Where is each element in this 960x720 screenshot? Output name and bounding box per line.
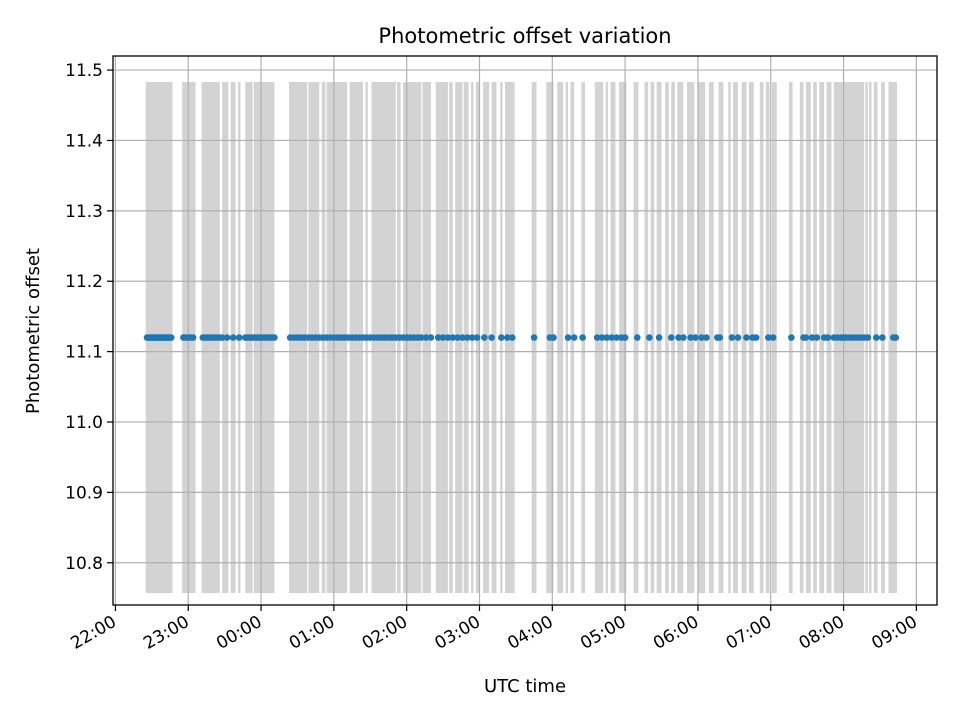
- data-point: [808, 334, 816, 341]
- data-point: [218, 334, 226, 341]
- x-tick-label: 22:00: [67, 612, 119, 654]
- data-point: [235, 334, 243, 341]
- data-point: [498, 334, 505, 341]
- data-point: [633, 334, 641, 341]
- x-tick-label: 00:00: [213, 612, 265, 654]
- chart-title: Photometric offset variation: [378, 24, 671, 48]
- data-point: [444, 334, 452, 341]
- exposure-band: [665, 82, 669, 594]
- data-point: [449, 334, 457, 341]
- data-point: [564, 334, 572, 341]
- data-point: [765, 334, 772, 341]
- exposure-band: [708, 82, 714, 594]
- y-tick-label: 11.1: [65, 343, 103, 363]
- data-point: [473, 334, 481, 341]
- x-tick-label: 02:00: [359, 612, 411, 654]
- data-points: [143, 334, 900, 341]
- y-axis-ticks: 10.8 10.9 11.0 11.1 11.2 11.3 11.4 11.5: [65, 61, 113, 574]
- data-point: [608, 334, 616, 341]
- x-tick-label: 09:00: [868, 612, 920, 654]
- data-point: [427, 334, 435, 341]
- y-tick-label: 11.2: [65, 272, 103, 292]
- y-tick-label: 11.4: [65, 131, 103, 151]
- data-point: [687, 334, 694, 341]
- data-point: [579, 334, 586, 341]
- data-point: [481, 334, 488, 341]
- data-point: [788, 334, 795, 341]
- data-point: [667, 334, 675, 341]
- data-point: [468, 334, 476, 341]
- data-point: [434, 334, 442, 341]
- x-axis-ticks: 22:00 23:00 00:00 01:00 02:00 03:00 04:00 05:00…: [67, 605, 921, 654]
- data-point: [698, 334, 705, 341]
- y-tick-label: 11.0: [65, 413, 103, 433]
- data-point: [769, 334, 777, 341]
- data-point: [417, 334, 425, 341]
- data-point: [613, 334, 620, 341]
- y-tick-label: 11.5: [65, 61, 103, 81]
- x-tick-label: 05:00: [577, 612, 629, 654]
- data-point: [603, 334, 611, 341]
- data-point: [593, 334, 601, 341]
- data-point: [743, 334, 750, 341]
- exposure-band: [557, 82, 564, 594]
- data-point: [422, 334, 430, 341]
- data-point: [802, 334, 810, 341]
- data-point: [692, 334, 699, 341]
- exposure-band: [759, 82, 764, 594]
- data-point: [550, 334, 557, 341]
- data-point: [655, 334, 663, 341]
- data-point: [813, 334, 821, 341]
- data-point: [454, 334, 461, 341]
- data-point: [229, 334, 237, 341]
- data-point: [488, 334, 495, 341]
- y-axis-title: Photometric offset: [23, 248, 44, 414]
- x-tick-label: 03:00: [432, 612, 484, 654]
- x-tick-label: 08:00: [796, 612, 848, 654]
- data-point: [223, 334, 231, 341]
- data-point: [167, 334, 175, 341]
- x-tick-label: 06:00: [650, 612, 702, 654]
- data-point: [716, 334, 724, 341]
- data-point: [271, 334, 278, 341]
- data-point: [680, 334, 687, 341]
- data-point: [459, 334, 466, 341]
- data-point: [530, 334, 538, 341]
- y-tick-label: 10.9: [65, 483, 103, 503]
- data-point: [752, 334, 760, 341]
- data-point: [508, 334, 516, 341]
- x-tick-label: 07:00: [723, 612, 775, 654]
- y-tick-label: 10.8: [65, 554, 103, 574]
- data-point: [892, 334, 900, 341]
- data-point: [570, 334, 578, 341]
- data-point: [621, 334, 629, 341]
- data-point: [598, 334, 606, 341]
- data-point: [189, 334, 197, 341]
- data-point: [703, 334, 710, 341]
- x-tick-label: 23:00: [140, 612, 192, 654]
- data-point: [464, 334, 471, 341]
- x-axis-title: UTC time: [484, 676, 566, 697]
- data-point: [646, 334, 653, 341]
- data-point: [675, 334, 682, 341]
- data-point: [873, 334, 880, 341]
- data-point: [824, 334, 832, 341]
- data-point: [504, 334, 511, 341]
- data-point: [864, 334, 872, 341]
- x-tick-label: 04:00: [504, 612, 556, 654]
- data-point: [879, 334, 886, 341]
- grid-lines: [113, 56, 937, 605]
- y-tick-label: 11.3: [65, 202, 103, 222]
- x-tick-label: 01:00: [286, 612, 338, 654]
- data-point: [728, 334, 736, 341]
- data-point: [439, 334, 447, 341]
- data-point: [734, 334, 742, 341]
- plot-frame: [112, 55, 938, 606]
